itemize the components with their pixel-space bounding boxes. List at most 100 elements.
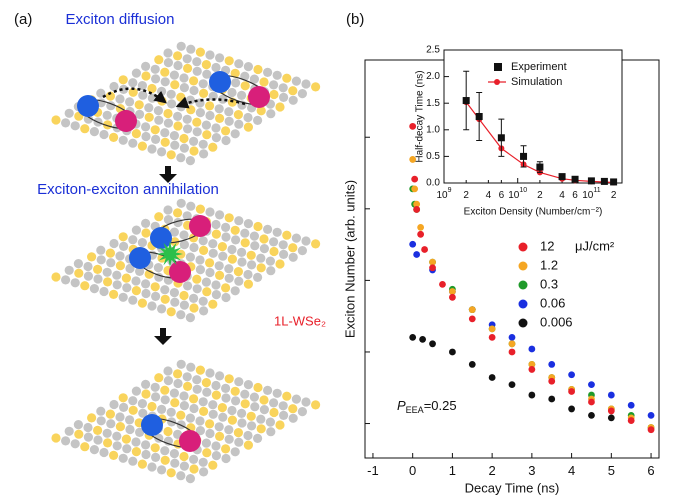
annotation-symbol: P — [397, 398, 406, 413]
lattice-site — [221, 383, 231, 393]
lattice-site — [115, 94, 125, 104]
lattice-site — [93, 274, 103, 284]
lattice-site — [243, 279, 253, 289]
point — [568, 371, 575, 379]
lattice-site — [189, 394, 199, 404]
lattice-site — [169, 227, 179, 237]
lattice-site — [234, 276, 244, 286]
lattice-site — [131, 447, 141, 457]
point — [421, 246, 428, 253]
lattice-site — [138, 90, 148, 100]
lattice-site — [102, 267, 112, 277]
lattice-site — [150, 125, 160, 135]
lattice-site — [150, 282, 160, 292]
lattice-site — [218, 94, 228, 104]
lattice-site — [141, 228, 151, 238]
lattice-site — [279, 410, 289, 420]
lattice-site — [163, 366, 173, 376]
lattice-site — [128, 138, 138, 148]
lattice-site — [201, 60, 211, 70]
point — [600, 177, 608, 185]
lattice-site — [246, 250, 256, 260]
lattice-site — [269, 398, 279, 408]
point — [528, 366, 536, 373]
lattice-site — [227, 415, 237, 425]
point — [548, 395, 556, 403]
lattice-site — [179, 133, 189, 144]
lattice-site — [297, 89, 307, 99]
x-tick-label: 1010 — [508, 187, 527, 201]
lattice-site — [208, 299, 218, 309]
lattice-site — [176, 41, 186, 51]
lattice-site — [122, 444, 132, 454]
step-arrow — [154, 328, 172, 345]
point — [409, 240, 417, 248]
lattice-site — [221, 444, 231, 454]
lattice-site — [61, 275, 71, 285]
lattice-site — [179, 73, 189, 83]
lattice-site — [61, 118, 71, 128]
point — [571, 175, 579, 183]
lattice-site — [138, 408, 148, 418]
x-tick-label: 6 — [499, 190, 505, 201]
lattice-site — [201, 438, 211, 448]
lattice-site — [189, 454, 199, 464]
lattice-site — [278, 401, 288, 411]
lattice-site — [272, 227, 282, 237]
lattice-site — [265, 256, 275, 266]
lattice-site — [221, 283, 231, 293]
lattice-site — [224, 213, 234, 223]
lattice-site — [230, 225, 240, 235]
y-axis-label: Half-decay Time (ns) — [415, 70, 426, 162]
y-tick-label: 1.0 — [426, 124, 440, 135]
lattice-site — [141, 379, 151, 389]
point — [417, 230, 425, 238]
point — [419, 335, 427, 343]
lattice-site — [151, 74, 161, 84]
lattice-site — [205, 419, 215, 429]
lattice-site — [151, 452, 161, 462]
lattice-site — [157, 304, 167, 314]
lattice-site — [253, 433, 263, 443]
lattice-site — [137, 399, 147, 409]
x-tick-text: 6 — [499, 190, 505, 201]
lattice-site — [147, 462, 157, 472]
lattice-site — [192, 117, 202, 127]
lattice-site — [311, 400, 321, 410]
lattice-site — [211, 229, 221, 239]
lattice-site — [170, 140, 180, 150]
legend-marker — [494, 79, 500, 85]
lattice-site — [183, 381, 193, 391]
point — [607, 414, 615, 422]
x-tick-label: 0 — [409, 463, 416, 478]
lattice-site — [103, 277, 113, 287]
lattice-site — [166, 407, 176, 417]
lattice-site — [192, 384, 202, 394]
lattice-site — [135, 266, 145, 276]
lattice-site — [275, 102, 285, 112]
lattice-site — [70, 439, 80, 449]
point — [568, 405, 575, 413]
lattice-site — [215, 431, 225, 441]
lattice-site — [221, 393, 231, 403]
x-tick-text: 10 — [582, 190, 594, 201]
lattice-site — [73, 420, 83, 430]
lattice-site — [182, 54, 192, 64]
lattice-site — [231, 235, 241, 245]
lattice-site — [211, 290, 221, 300]
lattice-site — [237, 247, 247, 257]
lattice-site — [73, 259, 83, 269]
lattice-site — [154, 115, 164, 125]
lattice-site — [106, 419, 116, 429]
x-tick-label: 2 — [611, 190, 617, 201]
lattice-site — [119, 402, 129, 412]
lattice-site — [166, 468, 176, 478]
point — [508, 333, 516, 341]
lattice-site — [253, 221, 263, 232]
lattice-site — [153, 106, 163, 116]
lattice-site — [205, 101, 215, 111]
lattice-site — [80, 124, 90, 134]
lattice-site — [128, 235, 138, 245]
lattice-site — [119, 84, 129, 94]
legend-label: 0.06 — [540, 295, 565, 310]
